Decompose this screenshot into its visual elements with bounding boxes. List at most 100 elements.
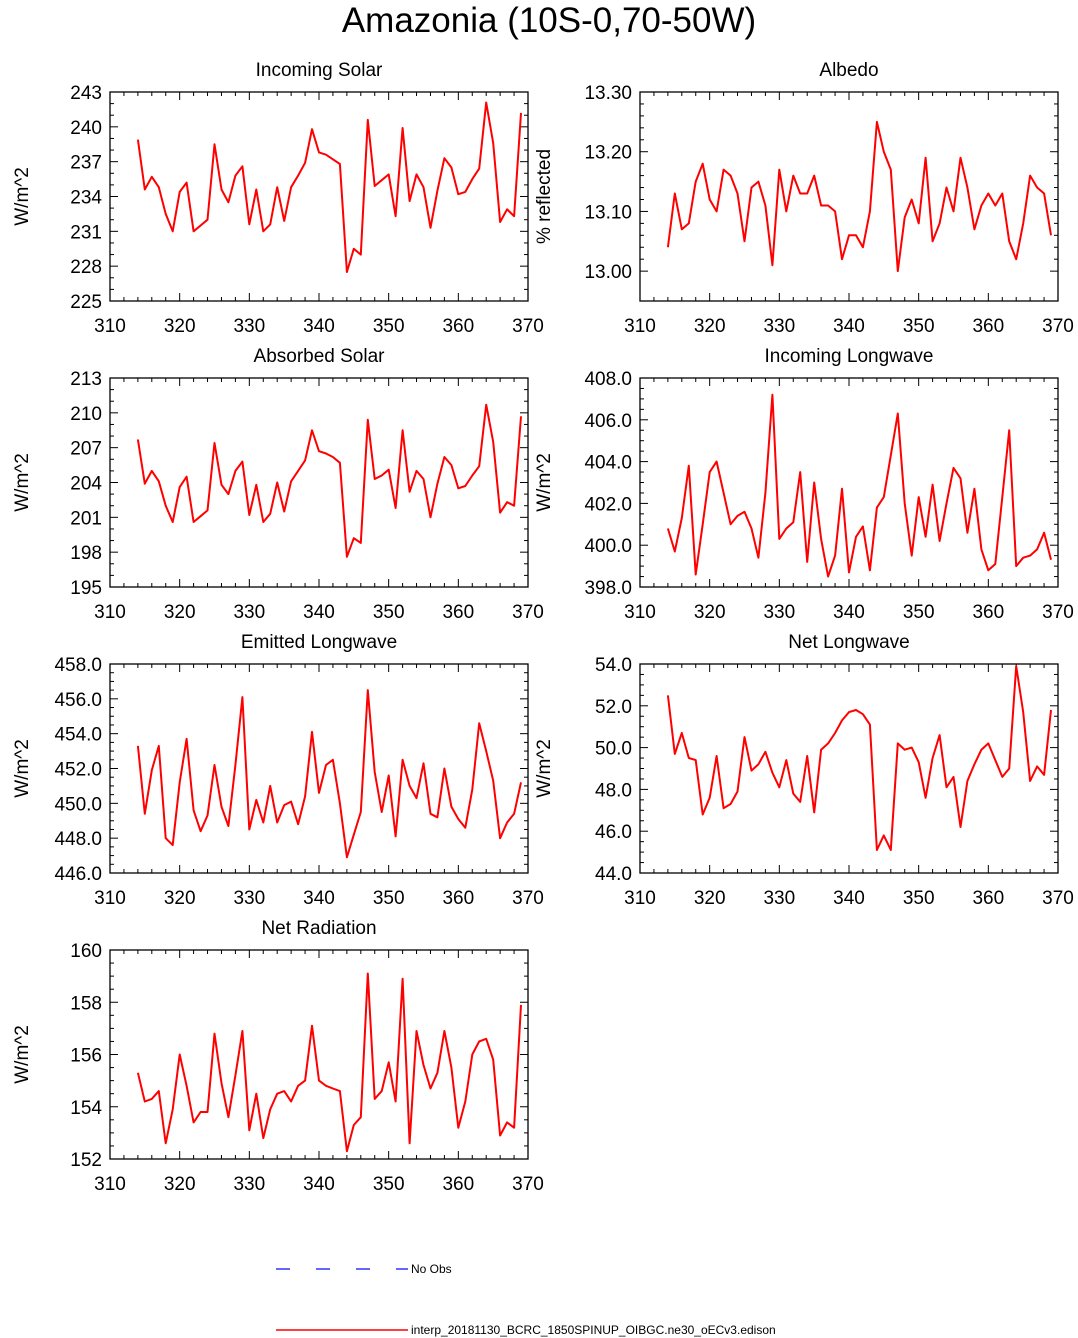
x-tick-label: 370 bbox=[512, 602, 544, 623]
x-tick-label: 340 bbox=[833, 888, 865, 909]
model-series-line bbox=[136, 101, 522, 273]
panel-title: Albedo bbox=[819, 60, 878, 81]
y-tick-label: 207 bbox=[70, 439, 102, 460]
x-tick-label: 350 bbox=[373, 602, 405, 623]
y-tick-label: 50.0 bbox=[595, 739, 632, 760]
y-tick-label: 454.0 bbox=[54, 725, 102, 746]
figure-title: Amazonia (10S-0,70-50W) bbox=[342, 1, 756, 40]
x-tick-label: 360 bbox=[442, 602, 474, 623]
model-series-line bbox=[136, 403, 522, 558]
panel-title: Incoming Longwave bbox=[765, 346, 934, 367]
legend: No Obs interp_20181130_BCRC_1850SPINUP_O… bbox=[276, 1262, 776, 1337]
legend-obs-label: No Obs bbox=[411, 1262, 452, 1276]
y-tick-label: 198 bbox=[70, 543, 102, 564]
y-tick-label: 54.0 bbox=[595, 655, 632, 676]
y-axis-label: W/m^2 bbox=[12, 739, 33, 798]
model-series-line bbox=[136, 689, 522, 859]
x-tick-label: 360 bbox=[442, 316, 474, 337]
x-tick-label: 320 bbox=[164, 316, 196, 337]
plot-frame bbox=[109, 377, 529, 588]
x-tick-label: 330 bbox=[233, 316, 265, 337]
x-tick-label: 330 bbox=[233, 888, 265, 909]
x-tick-label: 360 bbox=[442, 888, 474, 909]
y-tick-label: 204 bbox=[70, 474, 102, 495]
panel-title: Absorbed Solar bbox=[254, 346, 386, 367]
y-tick-label: 52.0 bbox=[595, 697, 632, 718]
panel-net-longwave: Net Longwave W/m^2 310 320 330 340 350 360 370 44… bbox=[534, 632, 1074, 909]
y-tick-label: 152 bbox=[70, 1150, 102, 1171]
x-tick-label: 320 bbox=[164, 602, 196, 623]
plot-frame bbox=[639, 91, 1059, 302]
y-tick-label: 456.0 bbox=[54, 690, 102, 711]
y-tick-label: 48.0 bbox=[595, 780, 632, 801]
x-tick-label: 350 bbox=[903, 316, 935, 337]
y-tick-label: 234 bbox=[70, 188, 102, 209]
y-tick-label: 13.10 bbox=[584, 202, 632, 223]
x-tick-label: 330 bbox=[763, 888, 795, 909]
x-tick-label: 370 bbox=[512, 888, 544, 909]
x-tick-label: 320 bbox=[694, 316, 726, 337]
x-tick-label: 340 bbox=[303, 1174, 335, 1195]
y-tick-label: 237 bbox=[70, 153, 102, 174]
y-tick-label: 13.20 bbox=[584, 143, 632, 164]
y-axis-label: W/m^2 bbox=[12, 1025, 33, 1084]
y-tick-label: 158 bbox=[70, 993, 102, 1014]
model-series-line bbox=[666, 665, 1052, 851]
x-tick-label: 340 bbox=[303, 888, 335, 909]
model-series-line bbox=[136, 972, 522, 1153]
x-tick-label: 350 bbox=[373, 888, 405, 909]
x-tick-label: 310 bbox=[94, 316, 126, 337]
plot-frame bbox=[109, 949, 529, 1160]
x-tick-label: 370 bbox=[512, 316, 544, 337]
panel-title: Incoming Solar bbox=[256, 60, 383, 81]
chart-panels: Incoming Solar W/m^2 310 320 330 340 350 360 370… bbox=[12, 60, 1074, 1195]
y-tick-label: 13.30 bbox=[584, 83, 632, 104]
y-axis-label: W/m^2 bbox=[12, 167, 33, 226]
x-tick-label: 310 bbox=[624, 888, 656, 909]
y-tick-label: 400.0 bbox=[584, 536, 632, 557]
panel-title: Net Radiation bbox=[261, 918, 376, 939]
x-tick-label: 350 bbox=[903, 888, 935, 909]
panel-title: Emitted Longwave bbox=[241, 632, 397, 653]
x-tick-label: 370 bbox=[1042, 888, 1074, 909]
y-axis-label: W/m^2 bbox=[534, 453, 555, 512]
x-tick-label: 360 bbox=[972, 888, 1004, 909]
panel-emitted-longwave: Emitted Longwave W/m^2 310 320 330 340 350 360 3… bbox=[12, 632, 544, 909]
x-tick-label: 310 bbox=[624, 602, 656, 623]
y-tick-label: 156 bbox=[70, 1046, 102, 1067]
x-tick-label: 310 bbox=[94, 602, 126, 623]
x-tick-label: 330 bbox=[233, 1174, 265, 1195]
x-tick-label: 350 bbox=[373, 316, 405, 337]
panel-absorbed-solar: Absorbed Solar W/m^2 310 320 330 340 350 360 370… bbox=[12, 346, 544, 623]
y-tick-label: 448.0 bbox=[54, 829, 102, 850]
y-tick-label: 402.0 bbox=[584, 494, 632, 515]
y-tick-label: 44.0 bbox=[595, 864, 632, 885]
x-tick-label: 330 bbox=[763, 602, 795, 623]
x-tick-label: 340 bbox=[833, 602, 865, 623]
x-tick-label: 360 bbox=[442, 1174, 474, 1195]
y-tick-label: 160 bbox=[70, 941, 102, 962]
y-tick-label: 154 bbox=[70, 1098, 102, 1119]
model-series-line bbox=[666, 393, 1052, 578]
x-tick-label: 330 bbox=[763, 316, 795, 337]
plot-frame bbox=[639, 663, 1059, 874]
y-tick-label: 446.0 bbox=[54, 864, 102, 885]
x-tick-label: 350 bbox=[373, 1174, 405, 1195]
y-tick-label: 213 bbox=[70, 369, 102, 390]
x-tick-label: 340 bbox=[303, 316, 335, 337]
x-tick-label: 320 bbox=[164, 1174, 196, 1195]
y-tick-label: 210 bbox=[70, 404, 102, 425]
x-tick-label: 310 bbox=[94, 888, 126, 909]
y-tick-label: 201 bbox=[70, 508, 102, 529]
y-tick-label: 406.0 bbox=[584, 411, 632, 432]
y-tick-label: 452.0 bbox=[54, 760, 102, 781]
y-tick-label: 404.0 bbox=[584, 453, 632, 474]
x-tick-label: 360 bbox=[972, 316, 1004, 337]
y-tick-label: 240 bbox=[70, 118, 102, 139]
y-axis-label: W/m^2 bbox=[12, 453, 33, 512]
x-tick-label: 310 bbox=[624, 316, 656, 337]
x-tick-label: 360 bbox=[972, 602, 1004, 623]
x-tick-label: 310 bbox=[94, 1174, 126, 1195]
y-tick-label: 408.0 bbox=[584, 369, 632, 390]
y-tick-label: 225 bbox=[70, 292, 102, 313]
